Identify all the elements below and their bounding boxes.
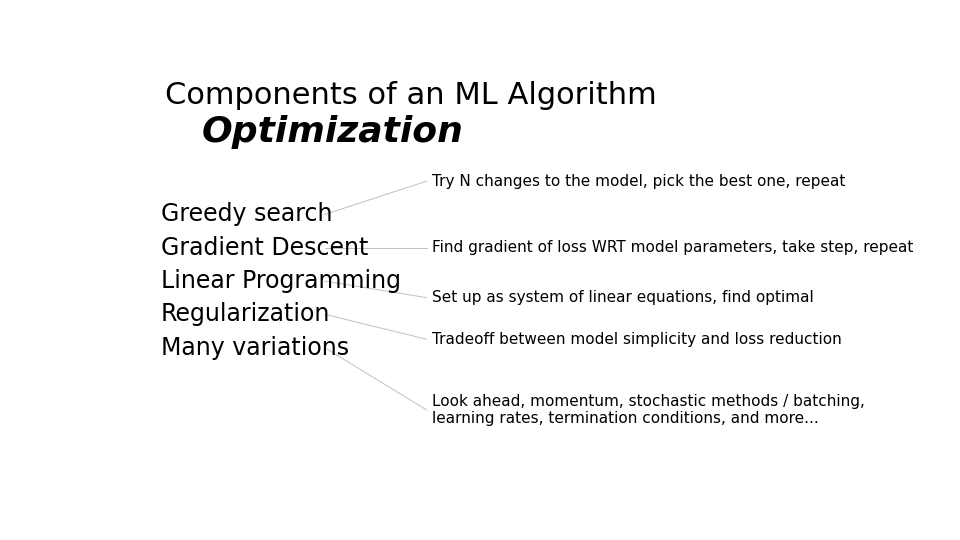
Text: Greedy search: Greedy search xyxy=(161,202,332,226)
Text: Linear Programming: Linear Programming xyxy=(161,269,401,293)
Text: Components of an ML Algorithm: Components of an ML Algorithm xyxy=(165,82,657,111)
Text: Tradeoff between model simplicity and loss reduction: Tradeoff between model simplicity and lo… xyxy=(432,332,842,347)
Text: Regularization: Regularization xyxy=(161,302,330,326)
Text: Look ahead, momentum, stochastic methods / batching,
learning rates, termination: Look ahead, momentum, stochastic methods… xyxy=(432,394,865,426)
Text: Many variations: Many variations xyxy=(161,335,349,360)
Text: Try N changes to the model, pick the best one, repeat: Try N changes to the model, pick the bes… xyxy=(432,174,846,188)
Text: Gradient Descent: Gradient Descent xyxy=(161,236,369,260)
Text: Set up as system of linear equations, find optimal: Set up as system of linear equations, fi… xyxy=(432,290,814,305)
Text: Find gradient of loss WRT model parameters, take step, repeat: Find gradient of loss WRT model paramete… xyxy=(432,240,914,255)
Text: Optimization: Optimization xyxy=(202,114,464,148)
